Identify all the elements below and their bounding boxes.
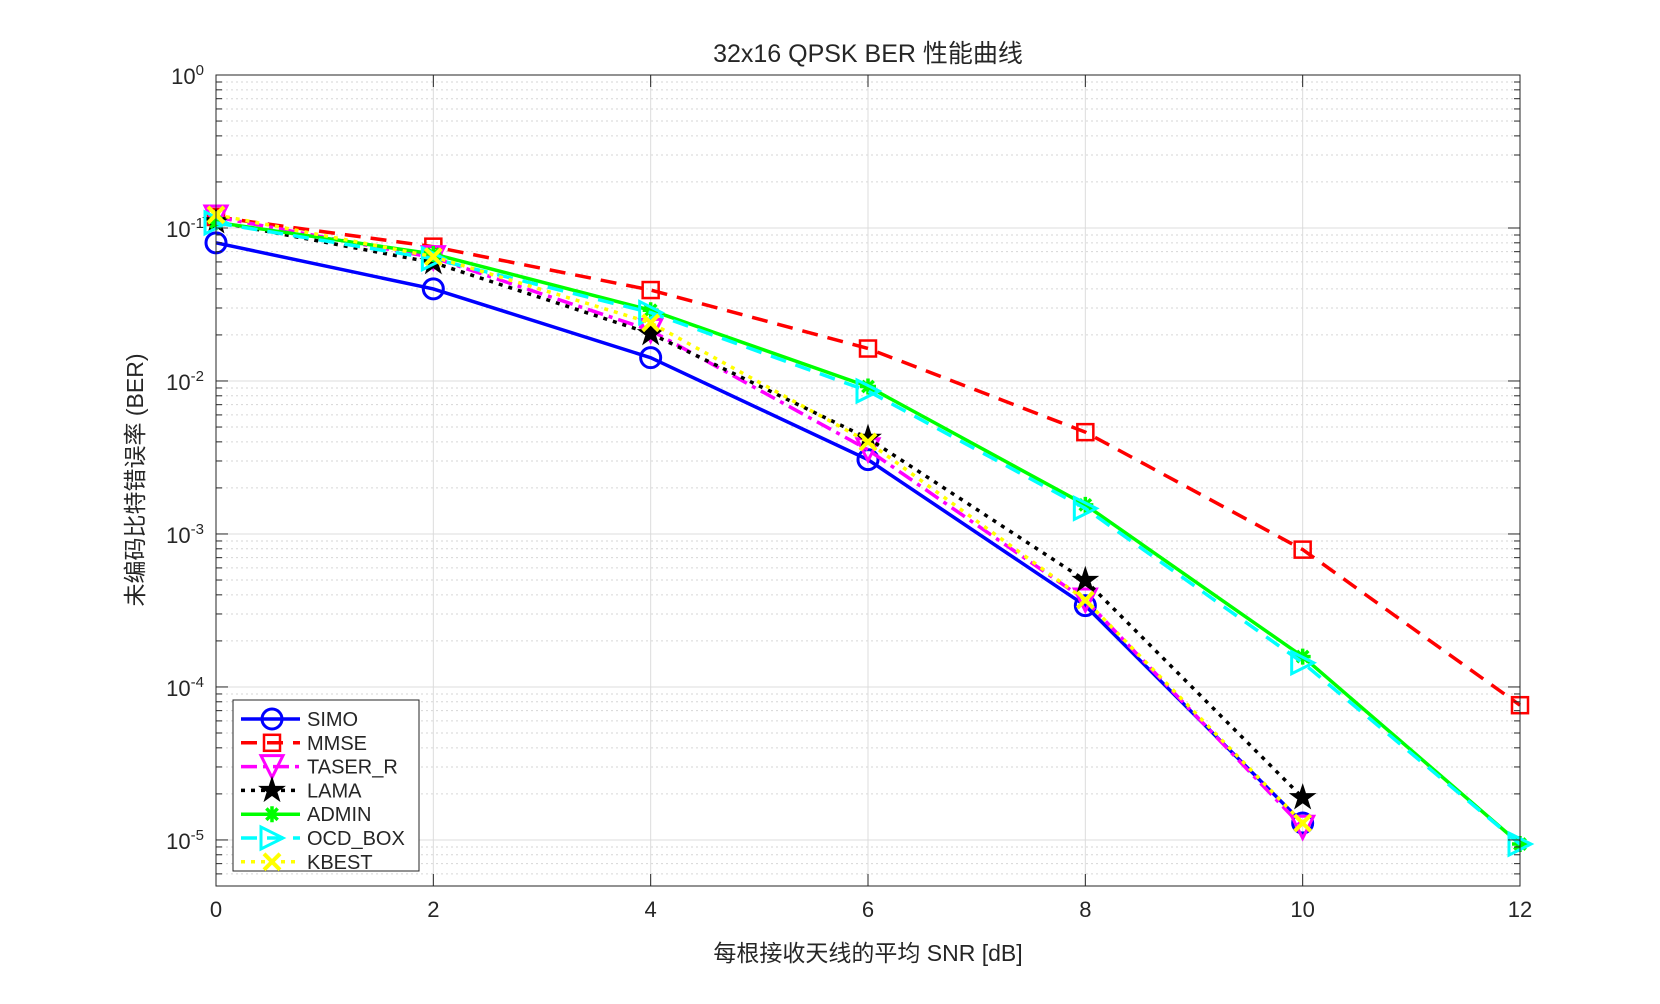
series-line-simo [215, 241, 1304, 825]
legend-label: SIMO [307, 709, 358, 731]
data-point-mmse [858, 339, 878, 358]
x-tick-label: 8 [1079, 897, 1091, 922]
data-point-simo [421, 277, 445, 301]
legend-label: ADMIN [307, 804, 371, 826]
legend-marker [262, 852, 282, 872]
y-tick-label: 10-1 [166, 215, 204, 242]
legend-item-simo: SIMO [241, 707, 358, 731]
data-point-admin [1077, 496, 1094, 513]
legend-marker [258, 754, 286, 781]
legend-item-mmse: MMSE [241, 733, 367, 755]
series-line-lama [215, 219, 1304, 799]
legend-marker [258, 775, 286, 803]
data-point-kbest [1075, 590, 1095, 610]
ticks: 100 10-1 10-2 10-3 10-4 10-5 0 2 4 6 8 10 12 [166, 62, 1532, 922]
data-point-mmse [1293, 540, 1312, 559]
legend-marker [260, 707, 284, 731]
legend-box [232, 699, 420, 872]
y-tick-label: 100 [171, 62, 204, 89]
legend-item-ocd-box: OCD_BOX [241, 824, 405, 852]
x-tick-label: 10 [1290, 897, 1314, 922]
data-point-kbest [641, 313, 661, 333]
data-point-simo [639, 346, 663, 370]
data-point-simo [1291, 811, 1315, 835]
series-lines [202, 204, 1535, 858]
x-tick-label: 2 [427, 897, 439, 922]
data-point-lama [1288, 783, 1317, 810]
data-point-ocd-box [855, 377, 883, 405]
legend-label: TASER_R [307, 757, 398, 779]
legend-item-kbest: KBEST [241, 852, 373, 874]
legend-label: LAMA [307, 780, 362, 802]
y-tick-label: 10-2 [166, 368, 204, 395]
data-point-simo [856, 448, 880, 472]
legend-item-lama: LAMA [241, 775, 362, 803]
data-point-kbest [1293, 813, 1313, 833]
y-tick-label: 10-5 [166, 827, 204, 854]
data-point-ocd-box [1072, 494, 1100, 522]
x-tick-label: 6 [862, 897, 874, 922]
data-point-taser-r [1071, 587, 1099, 615]
data-point-ocd-box [638, 299, 666, 326]
data-point-ocd-box [1290, 649, 1318, 677]
legend-label: MMSE [307, 733, 367, 755]
legend-marker [264, 806, 280, 823]
data-point-kbest [423, 247, 443, 267]
data-point-kbest [858, 432, 878, 452]
data-point-admin [642, 302, 659, 319]
x-tick-label: 12 [1508, 897, 1532, 922]
x-tick-label: 4 [645, 897, 657, 922]
legend-label: KBEST [307, 852, 373, 874]
legend-marker [259, 824, 287, 852]
x-axis-label: 每根接收天线的平均 SNR [dB] [713, 940, 1022, 966]
legend-item-admin: ADMIN [241, 804, 371, 826]
legend-label: OCD_BOX [307, 828, 405, 850]
x-tick-label: 0 [210, 897, 222, 922]
y-tick-label: 10-3 [166, 521, 204, 548]
y-tick-label: 10-4 [166, 674, 204, 701]
series-line-kbest [215, 213, 1304, 825]
series-kbest [206, 205, 1313, 833]
legend-item-taser-r: TASER_R [241, 754, 398, 781]
y-axis-label: 未编码比特错误率 (BER) [122, 354, 148, 607]
data-point-ocd-box [420, 245, 448, 273]
legend-marker [262, 733, 282, 753]
data-point-mmse [641, 280, 660, 300]
data-point-simo [1073, 594, 1097, 618]
data-point-mmse [1076, 422, 1095, 442]
data-point-lama [1071, 565, 1100, 593]
series-line-taser-r [215, 215, 1304, 829]
chart-title: 32x16 QPSK BER 性能曲线 [713, 40, 1023, 68]
